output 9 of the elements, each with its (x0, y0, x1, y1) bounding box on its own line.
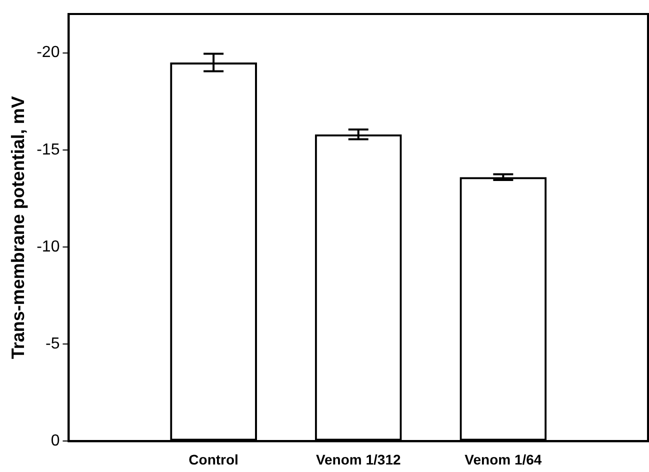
x-tick-label: Control (188, 451, 238, 468)
y-tick-label: -15 (36, 141, 60, 158)
y-tick-label: -5 (45, 336, 60, 353)
y-tick-label: 0 (50, 432, 60, 450)
x-tick-label: Venom 1/312 (316, 451, 401, 468)
y-axis-title: Trans-membrane potential, mV (8, 96, 28, 360)
x-tick-label: Venom 1/64 (464, 451, 542, 468)
y-tick-label: -20 (36, 44, 60, 62)
y-tick-label: -10 (36, 238, 60, 256)
